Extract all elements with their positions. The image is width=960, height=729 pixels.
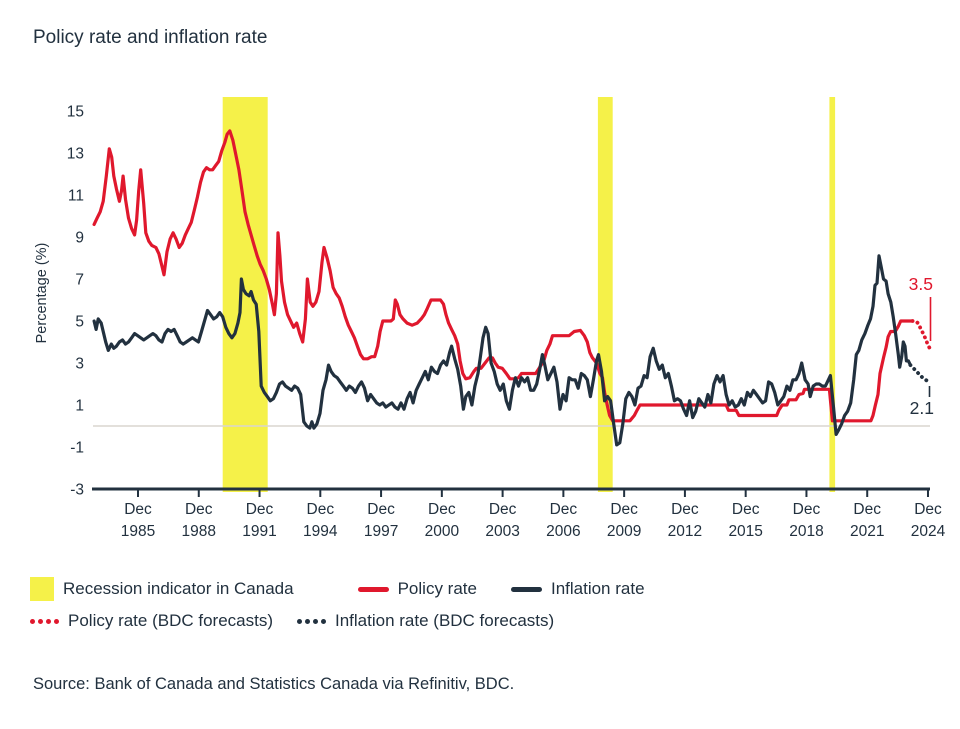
x-tick-label-month: Dec	[671, 501, 699, 518]
legend-label: Policy rate (BDC forecasts)	[68, 611, 273, 630]
axis-layer: Dec 1985 Dec 1988 Dec 1991 Dec 1994 Dec 1997 Dec 20…	[67, 104, 946, 541]
legend-item: Inflation rate (BDC forecasts)	[297, 611, 554, 631]
legend-row-2: Policy rate (BDC forecasts) Inflation rat…	[30, 611, 645, 631]
x-tick-label-year: 2003	[485, 523, 519, 540]
x-tick-label-year: 2006	[546, 523, 580, 540]
legend-label: Inflation rate (BDC forecasts)	[335, 611, 555, 630]
inflation-forecast-end-label: 2.1	[910, 398, 934, 418]
x-tick-label-month: Dec	[246, 501, 274, 518]
legend: Recession indicator in Canada Policy rate…	[30, 577, 645, 641]
x-tick-label-year: 2018	[789, 523, 823, 540]
x-tick-label-month: Dec	[550, 501, 578, 518]
x-tick-label-month: Dec	[610, 501, 638, 518]
y-tick-label: 3	[75, 356, 84, 373]
x-tick-label-month: Dec	[732, 501, 760, 518]
y-tick-label: -3	[70, 482, 84, 499]
legend-label: Recession indicator in Canada	[63, 579, 294, 598]
x-tick-label-month: Dec	[428, 501, 456, 518]
y-tick-label: 11	[68, 188, 84, 205]
chart-title: Policy rate and inflation rate	[33, 27, 268, 48]
series-line-inflation-rate	[92, 254, 913, 447]
x-tick-label-month: Dec	[367, 501, 395, 518]
legend-item: Policy rate (BDC forecasts)	[30, 611, 273, 631]
x-tick-label-month: Dec	[793, 501, 821, 518]
legend-swatch-dash-icon	[357, 586, 389, 592]
series-line-policy-rate-bdc-forecasts	[910, 319, 932, 351]
x-tick-label-month: Dec	[185, 501, 213, 518]
x-tick-label-month: Dec	[853, 501, 881, 518]
x-tick-label-year: 2021	[850, 523, 884, 540]
recession-band	[829, 97, 836, 492]
legend-item: Policy rate	[357, 579, 477, 599]
series-line-inflation-rate-bdc-forecasts	[908, 363, 931, 384]
x-tick-label-month: Dec	[124, 501, 152, 518]
legend-swatch-dots-icon	[30, 618, 59, 624]
recession-band	[597, 97, 613, 492]
legend-row-1: Recession indicator in Canada Policy rate…	[30, 577, 645, 601]
x-tick-label-month: Dec	[307, 501, 335, 518]
x-tick-label-year: 2009	[607, 523, 641, 540]
y-tick-label: 7	[75, 272, 84, 289]
legend-label: Inflation rate	[550, 579, 645, 598]
series-line-policy-rate	[92, 129, 915, 423]
legend-swatch-square-icon	[30, 577, 54, 601]
y-tick-label: 1	[75, 398, 84, 415]
y-tick-label: -1	[70, 440, 84, 457]
x-tick-label-month: Dec	[914, 501, 942, 518]
x-tick-label-year: 1991	[242, 523, 276, 540]
legend-swatch-dots-icon	[297, 618, 326, 624]
legend-swatch-dash-icon	[510, 586, 542, 592]
y-axis-title: Percentage (%)	[34, 243, 50, 344]
series-layer	[92, 129, 932, 447]
legend-label: Policy rate	[397, 579, 477, 598]
y-tick-label: 9	[75, 230, 84, 247]
x-tick-label-year: 2012	[668, 523, 702, 540]
x-tick-label-month: Dec	[489, 501, 517, 518]
y-tick-label: 5	[75, 314, 84, 331]
recession-bands-layer	[222, 97, 836, 492]
x-tick-label-year: 2000	[425, 523, 460, 540]
x-tick-label-year: 1994	[303, 523, 338, 540]
legend-item: Inflation rate	[510, 579, 645, 599]
annotation-layer: 3.5 2.1	[909, 274, 934, 418]
x-tick-label-year: 1997	[364, 523, 398, 540]
legend-item: Recession indicator in Canada	[30, 577, 294, 601]
x-tick-label-year: 2024	[911, 523, 946, 540]
x-tick-label-year: 1985	[121, 523, 155, 540]
policy-forecast-end-label: 3.5	[909, 274, 933, 294]
y-tick-label: 13	[67, 146, 84, 163]
y-tick-label: 15	[67, 104, 84, 121]
x-tick-label-year: 1988	[182, 523, 216, 540]
source-note: Source: Bank of Canada and Statistics Ca…	[33, 675, 515, 693]
x-tick-label-year: 2015	[728, 523, 762, 540]
